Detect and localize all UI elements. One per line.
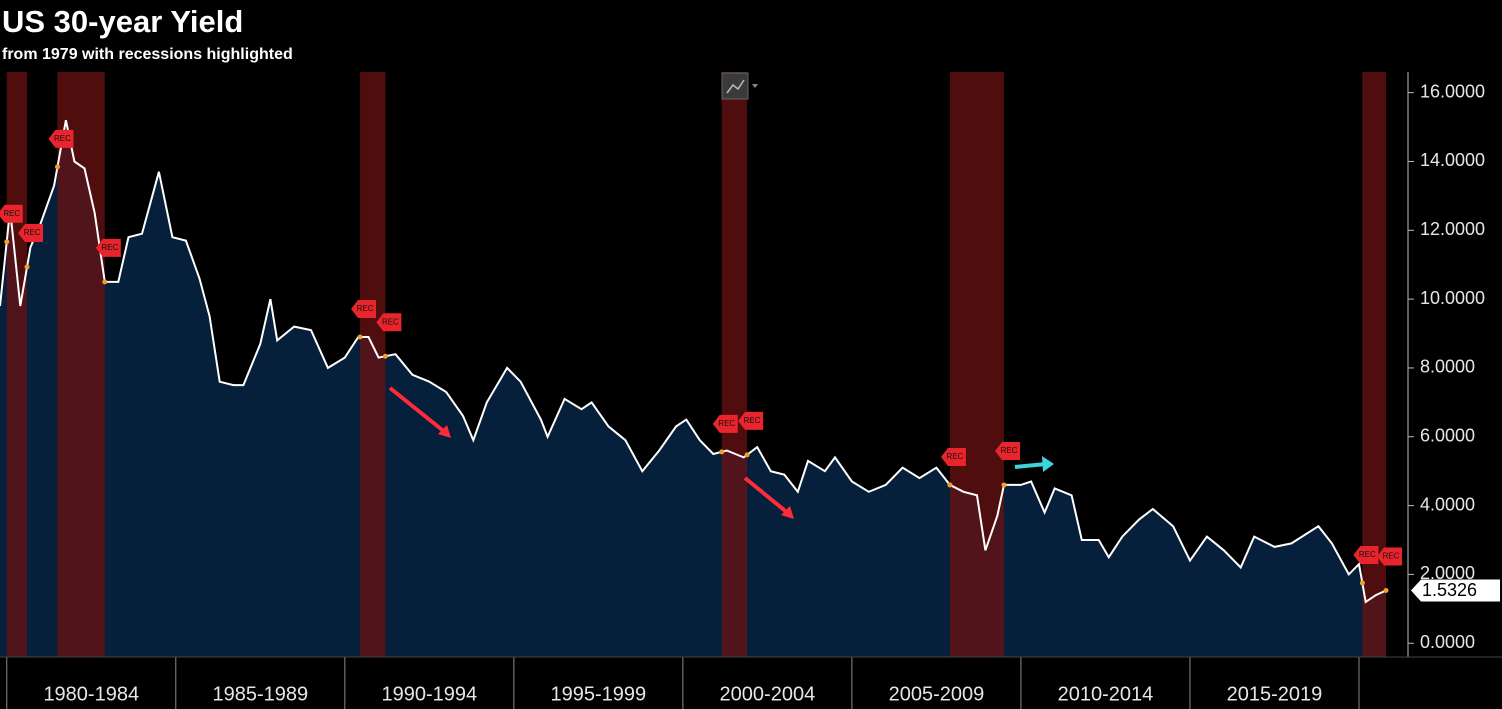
marks: REC REC REC REC REC REC REC REC REC REC REC REC 1.53…	[0, 129, 1500, 602]
tag-label: REC	[718, 419, 735, 428]
recession-tag: REC	[48, 129, 74, 170]
recession-tag: REC	[351, 299, 377, 340]
recession-tag: REC	[738, 411, 764, 458]
recession-tag: REC	[18, 224, 44, 270]
x-tick-label: 1980-1984	[43, 683, 139, 705]
x-tick-label: 1990-1994	[382, 683, 478, 705]
tag-dot	[357, 334, 363, 340]
tag-dot	[719, 449, 725, 455]
tag-label: REC	[1359, 550, 1376, 559]
tag-label: REC	[946, 452, 963, 461]
tag-shape	[95, 238, 121, 257]
arrow-head	[781, 506, 794, 519]
chart-subtitle: from 1979 with recessions highlighted	[2, 46, 293, 63]
y-tick-label: 14.0000	[1420, 150, 1485, 170]
x-tick-label: 1995-1999	[551, 683, 647, 705]
tag-label: REC	[101, 243, 118, 252]
x-tick-label: 2015-2019	[1227, 683, 1323, 705]
recession-band	[57, 72, 105, 657]
recession-band	[6, 72, 28, 657]
tag-dot	[24, 264, 30, 270]
tag-dot	[382, 353, 388, 359]
tag-label: REC	[3, 209, 20, 218]
recession-band	[949, 72, 1005, 657]
tag-shape	[1377, 547, 1403, 566]
y-tick-label: 4.0000	[1420, 494, 1475, 514]
tag-shape	[995, 441, 1021, 460]
tag-shape	[940, 447, 966, 466]
chart-type-button[interactable]	[721, 72, 758, 100]
tag-shape	[351, 299, 377, 318]
y-tick-label: 0.0000	[1420, 632, 1475, 652]
recession-tag: REC	[95, 238, 121, 285]
button-icon	[726, 79, 745, 94]
y-tick-label: 12.0000	[1420, 219, 1485, 239]
x-tick-label: 2000-2004	[720, 683, 816, 705]
tag-label: REC	[24, 228, 41, 237]
x-tick-label: 2010-2014	[1058, 683, 1154, 705]
line	[0, 119, 1387, 604]
tag-label: REC	[357, 304, 374, 313]
tag-shape	[376, 313, 402, 332]
tag-shape	[0, 204, 23, 223]
arrow	[1014, 462, 1047, 469]
arrow-head	[1042, 456, 1054, 472]
area	[0, 120, 1386, 657]
tag-dot	[54, 164, 60, 170]
chart-title: US 30-year Yield	[2, 4, 243, 39]
recession-tag: REC	[1377, 547, 1403, 593]
recession-tag: REC	[712, 414, 738, 455]
recession-band	[721, 72, 748, 657]
recession-tag: REC	[376, 313, 402, 359]
recession-band	[360, 72, 386, 657]
tag-dot	[947, 482, 953, 488]
recession-tag: REC	[0, 204, 23, 245]
tag-label: REC	[1383, 552, 1400, 561]
tag-shape	[1353, 546, 1379, 565]
y-tick-label: 16.0000	[1420, 81, 1485, 101]
arrow	[388, 386, 448, 435]
tag-dot	[1383, 587, 1389, 593]
last-value-tag	[1411, 579, 1500, 602]
recession-tag: REC	[995, 441, 1021, 488]
tag-dot	[102, 279, 108, 285]
recession-tag: REC	[1353, 546, 1379, 586]
last-value-label: 1.5326	[1422, 580, 1477, 600]
tag-shape	[18, 224, 44, 242]
arrow-head	[438, 425, 451, 438]
button-caret	[752, 84, 758, 88]
x-tick-label: 1985-1989	[212, 683, 308, 705]
tag-shape	[712, 414, 738, 433]
tag-dot	[1001, 482, 1007, 488]
tag-label: REC	[382, 317, 399, 326]
tag-dot	[1359, 580, 1365, 586]
tag-shape	[48, 129, 74, 148]
tag-dot	[744, 452, 750, 458]
y-tick-label: 8.0000	[1420, 357, 1475, 377]
tag-label: REC	[54, 134, 71, 143]
recession-band	[1362, 72, 1387, 657]
tag-dot	[4, 239, 10, 245]
y-tick-label: 10.0000	[1420, 288, 1485, 308]
tag-shape	[738, 411, 764, 430]
recession-tag: REC	[940, 447, 966, 488]
tag-label: REC	[744, 416, 761, 425]
plot-area: 0.0000 2.0000 4.0000 6.0000 8.0000 10.0000 12.…	[0, 72, 1502, 709]
y-tick-label: 2.0000	[1420, 563, 1475, 583]
y-tick-label: 6.0000	[1420, 426, 1475, 446]
x-tick-label: 2005-2009	[889, 683, 985, 705]
arrow	[743, 476, 791, 516]
tag-label: REC	[1001, 446, 1018, 455]
